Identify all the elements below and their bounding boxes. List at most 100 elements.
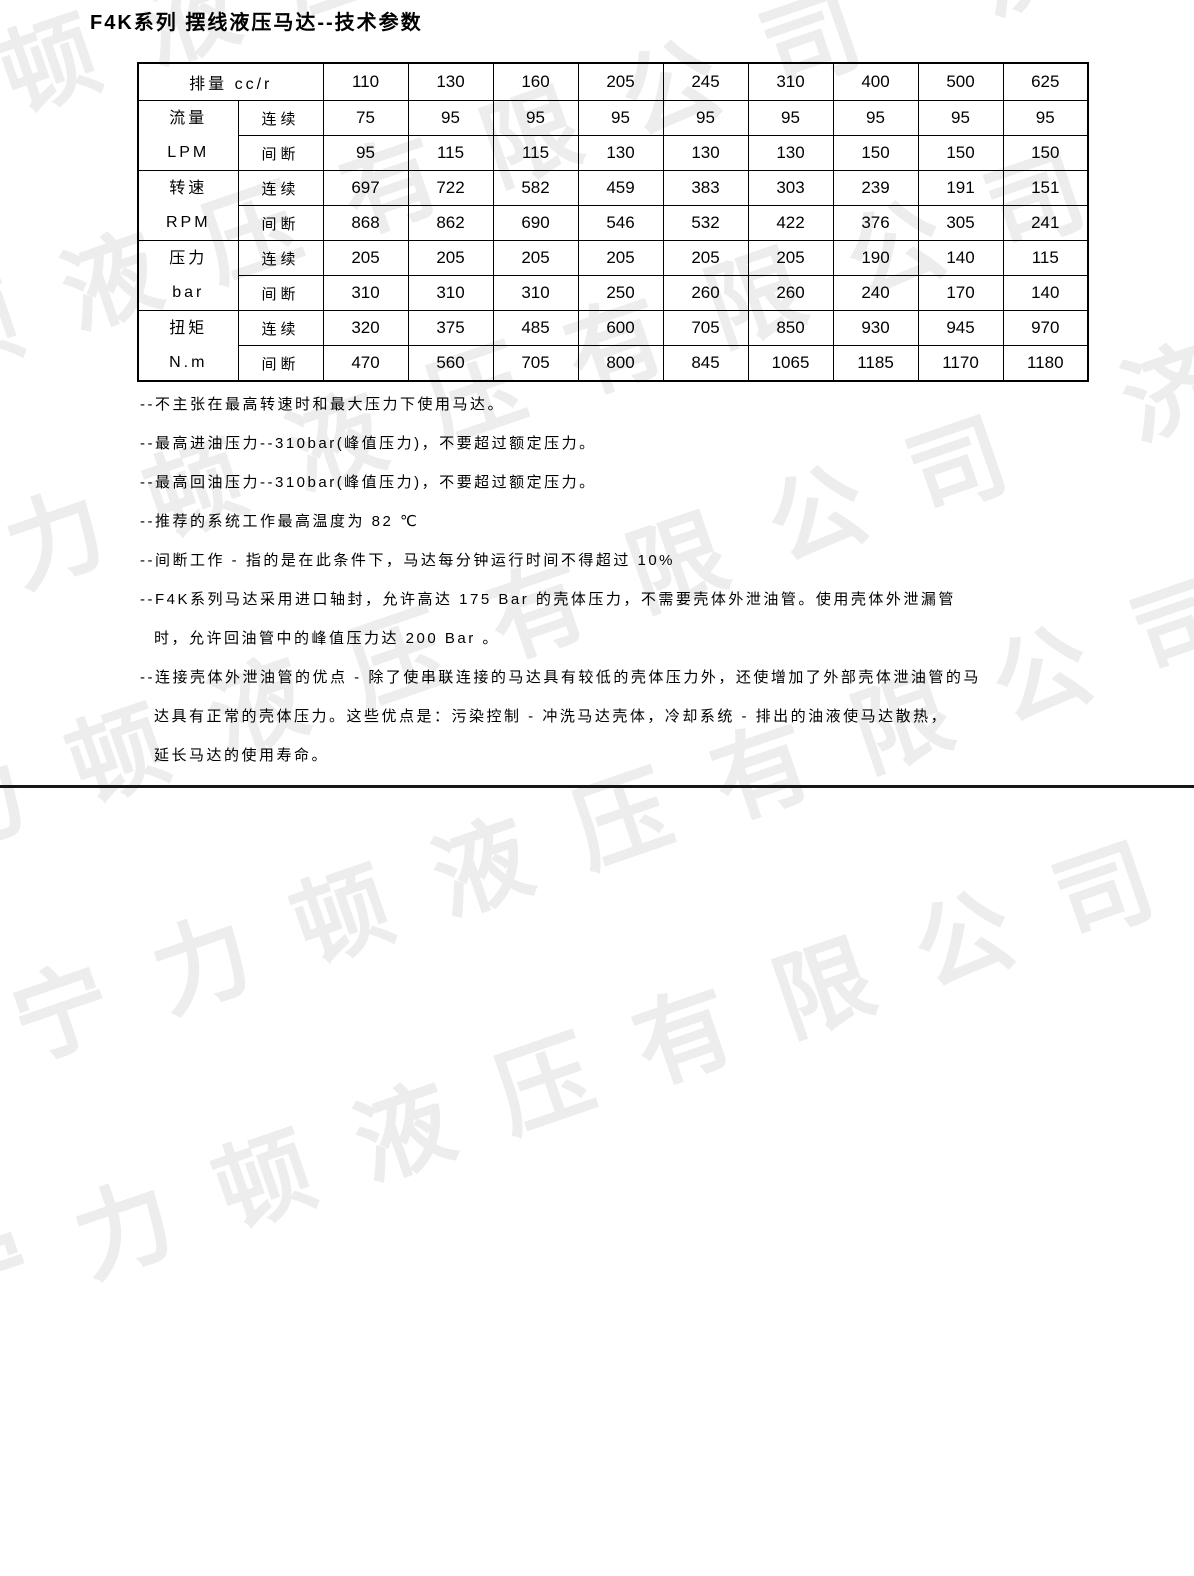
value-cell-1-0-6: 239 bbox=[832, 170, 919, 206]
mode-label-cell: 连续 bbox=[237, 100, 324, 136]
value-cell-2-0-3: 205 bbox=[577, 240, 664, 276]
value-cell-0-0-3: 95 bbox=[577, 100, 664, 136]
value-cell-2-1-2: 310 bbox=[492, 275, 579, 311]
note-line-0: --不主张在最高转速时和最大压力下使用马达。 bbox=[140, 396, 505, 413]
table-row: 间断 95 115 115 130 130 130 150 150 150 bbox=[138, 135, 1089, 171]
note-line-8: 达具有正常的壳体压力。这些优点是：污染控制 - 冲洗马达壳体，冷却系统 - 排出… bbox=[154, 708, 949, 725]
mode-label-cell: 连续 bbox=[237, 310, 324, 346]
value-cell-1-0-4: 383 bbox=[662, 170, 749, 206]
value-cell-2-1-1: 310 bbox=[407, 275, 494, 311]
value-cell-3-1-3: 800 bbox=[577, 345, 664, 382]
notes-section: --不主张在最高转速时和最大压力下使用马达。 --最高进油压力--310bar(峰… bbox=[140, 394, 981, 784]
value-cell-0-1-8: 150 bbox=[1002, 135, 1089, 171]
value-cell-2-1-7: 170 bbox=[917, 275, 1004, 311]
value-cell-3-0-6: 930 bbox=[832, 310, 919, 346]
value-cell-3-0-4: 705 bbox=[662, 310, 749, 346]
table-row: 转速 RPM 连续 697 722 582 459 383 303 239 191 151 bbox=[137, 170, 1089, 241]
value-cell-2-0-5: 205 bbox=[747, 240, 834, 276]
mode-label-cell: 间断 bbox=[237, 205, 324, 241]
value-cell-0-0-1: 95 bbox=[407, 100, 494, 136]
value-cell-0-0-4: 95 bbox=[662, 100, 749, 136]
table-row: 流量 LPM 连续 75 95 95 95 95 95 95 95 95 bbox=[137, 100, 1089, 171]
value-cell-2-0-6: 190 bbox=[832, 240, 919, 276]
mode-label-cell: 连续 bbox=[237, 170, 324, 206]
value-cell-3-1-7: 1170 bbox=[917, 345, 1004, 382]
value-cell-2-0-2: 205 bbox=[492, 240, 579, 276]
group-name: 流量 bbox=[169, 109, 208, 127]
value-cell-3-0-2: 485 bbox=[492, 310, 579, 346]
table-row: 间断 310 310 310 250 260 260 240 170 140 bbox=[138, 275, 1089, 311]
value-cell-0-1-1: 115 bbox=[407, 135, 494, 171]
table-header-row: 排量 cc/r 110 130 160 205 245 310 400 500 625 bbox=[137, 62, 1089, 101]
value-cell-1-1-0: 868 bbox=[322, 205, 409, 241]
datasheet-page: 济宁力顿液压有限公司 济宁力顿液压有限公司 济宁力顿液压有限公司 济宁力顿液压有限… bbox=[0, 0, 1194, 1393]
value-cell-1-1-1: 862 bbox=[407, 205, 494, 241]
displacement-value-3: 205 bbox=[577, 62, 664, 101]
note-line-1: --最高进油压力--310bar(峰值压力)，不要超过额定压力。 bbox=[140, 435, 597, 452]
group-label-cell-3: 扭矩 N.m bbox=[137, 310, 239, 382]
displacement-value-5: 310 bbox=[747, 62, 834, 101]
value-cell-0-1-5: 130 bbox=[747, 135, 834, 171]
value-cell-3-0-3: 600 bbox=[577, 310, 664, 346]
group-name: 转速 bbox=[169, 179, 208, 197]
value-cell-0-0-6: 95 bbox=[832, 100, 919, 136]
value-cell-2-1-6: 240 bbox=[832, 275, 919, 311]
value-cell-0-1-4: 130 bbox=[662, 135, 749, 171]
value-cell-2-1-0: 310 bbox=[322, 275, 409, 311]
value-cell-2-0-4: 205 bbox=[662, 240, 749, 276]
value-cell-2-1-3: 250 bbox=[577, 275, 664, 311]
value-cell-3-1-2: 705 bbox=[492, 345, 579, 382]
group-name: 压力 bbox=[169, 249, 208, 267]
displacement-value-8: 625 bbox=[1002, 62, 1089, 101]
value-cell-1-0-7: 191 bbox=[917, 170, 1004, 206]
value-cell-1-0-0: 697 bbox=[322, 170, 409, 206]
value-cell-2-1-5: 260 bbox=[747, 275, 834, 311]
value-cell-3-1-6: 1185 bbox=[832, 345, 919, 382]
page-bottom-edge bbox=[0, 785, 1194, 788]
note-line-4: --间断工作 - 指的是在此条件下，马达每分钟运行时间不得超过 10% bbox=[140, 552, 676, 569]
value-cell-1-1-2: 690 bbox=[492, 205, 579, 241]
value-cell-1-1-6: 376 bbox=[832, 205, 919, 241]
displacement-header-label: 排量 cc/r bbox=[137, 62, 324, 101]
value-cell-3-1-4: 845 bbox=[662, 345, 749, 382]
displacement-value-4: 245 bbox=[662, 62, 749, 101]
group-label-cell-2: 压力 bar bbox=[137, 240, 239, 311]
spec-table: 排量 cc/r 110 130 160 205 245 310 400 500 625 流量 LPM 连… bbox=[137, 62, 1090, 382]
group-unit: bar bbox=[172, 283, 205, 301]
value-cell-0-1-3: 130 bbox=[577, 135, 664, 171]
value-cell-3-1-0: 470 bbox=[322, 345, 409, 382]
value-cell-3-1-1: 560 bbox=[407, 345, 494, 382]
table-row: 间断 470 560 705 800 845 1065 1185 1170 1180 bbox=[138, 345, 1089, 382]
value-cell-2-0-7: 140 bbox=[917, 240, 1004, 276]
value-cell-2-1-8: 140 bbox=[1002, 275, 1089, 311]
value-cell-0-1-0: 95 bbox=[322, 135, 409, 171]
value-cell-2-1-4: 260 bbox=[662, 275, 749, 311]
value-cell-3-1-8: 1180 bbox=[1002, 345, 1089, 382]
displacement-value-2: 160 bbox=[492, 62, 579, 101]
value-cell-1-1-7: 305 bbox=[917, 205, 1004, 241]
displacement-value-1: 130 bbox=[407, 62, 494, 101]
note-line-3: --推荐的系统工作最高温度为 82 ℃ bbox=[140, 513, 420, 530]
value-cell-1-0-3: 459 bbox=[577, 170, 664, 206]
table-row: 压力 bar 连续 205 205 205 205 205 205 190 140 115 bbox=[137, 240, 1089, 311]
mode-label-cell: 间断 bbox=[237, 275, 324, 311]
note-line-5: --F4K系列马达采用进口轴封，允许高达 175 Bar 的壳体压力，不需要壳体… bbox=[140, 591, 956, 608]
value-cell-2-0-8: 115 bbox=[1002, 240, 1089, 276]
group-unit: LPM bbox=[167, 143, 210, 161]
value-cell-3-0-7: 945 bbox=[917, 310, 1004, 346]
value-cell-0-0-2: 95 bbox=[492, 100, 579, 136]
mode-label-cell: 间断 bbox=[237, 135, 324, 171]
value-cell-1-0-2: 582 bbox=[492, 170, 579, 206]
group-label-cell-0: 流量 LPM bbox=[137, 100, 239, 171]
displacement-value-6: 400 bbox=[832, 62, 919, 101]
group-label-cell-1: 转速 RPM bbox=[137, 170, 239, 241]
value-cell-1-1-5: 422 bbox=[747, 205, 834, 241]
table-row: 扭矩 N.m 连续 320 375 485 600 705 850 930 945 970 bbox=[137, 310, 1089, 382]
value-cell-2-0-0: 205 bbox=[322, 240, 409, 276]
note-line-2: --最高回油压力--310bar(峰值压力)，不要超过额定压力。 bbox=[140, 474, 597, 491]
value-cell-0-0-8: 95 bbox=[1002, 100, 1089, 136]
value-cell-1-1-3: 546 bbox=[577, 205, 664, 241]
mode-label-cell: 连续 bbox=[237, 240, 324, 276]
value-cell-0-1-7: 150 bbox=[917, 135, 1004, 171]
value-cell-3-1-5: 1065 bbox=[747, 345, 834, 382]
